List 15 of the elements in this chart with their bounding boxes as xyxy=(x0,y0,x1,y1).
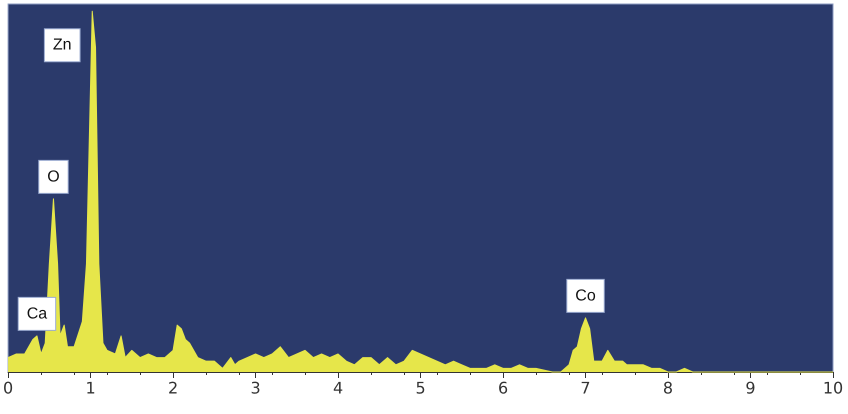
annotation: O xyxy=(47,168,60,186)
annotation: Ca xyxy=(26,305,48,322)
x-tick-label: 6 xyxy=(498,378,508,398)
annotation: Co xyxy=(575,287,596,304)
x-tick-label: 1 xyxy=(85,378,96,398)
x-tick-label: 5 xyxy=(415,378,426,398)
x-tick-label: 10 xyxy=(822,378,844,398)
x-tick-label: 0 xyxy=(2,378,14,398)
x-tick-label: 8 xyxy=(662,378,674,398)
x-tick-label: 4 xyxy=(332,378,344,398)
x-tick-label: 2 xyxy=(168,378,178,398)
x-tick-label: 3 xyxy=(250,378,261,398)
x-tick-label: 9 xyxy=(745,378,756,398)
x-tick-label: 7 xyxy=(580,378,591,398)
annotation: Zn xyxy=(52,36,72,54)
